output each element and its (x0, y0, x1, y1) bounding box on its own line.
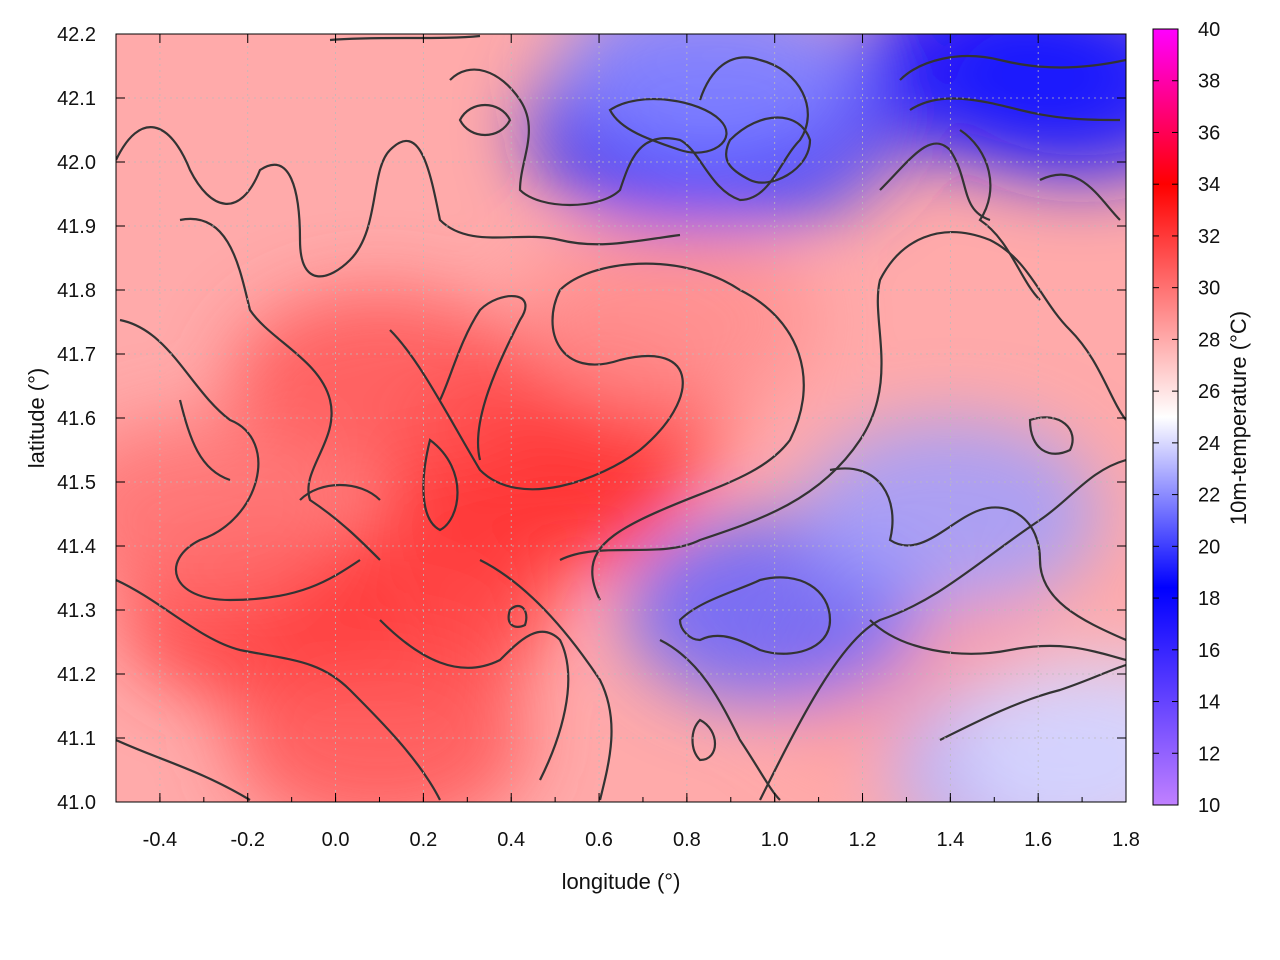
contour-line (507, 604, 528, 628)
colorbar-tick-label: 16 (1198, 640, 1220, 662)
y-tick-label: 42.2 (57, 24, 96, 46)
x-tick-label: -0.4 (143, 829, 177, 851)
contour-line (422, 438, 459, 532)
x-axis: -0.4 -0.2 0.0 0.2 0.4 0.6 0.8 1.0 1.2 1.4 1.6 1.8 (115, 34, 1140, 851)
y-tick-label: 41.8 (57, 280, 96, 302)
colorbar-tick-label: 34 (1198, 174, 1220, 196)
contour-line (439, 294, 527, 461)
contour-line (678, 576, 832, 655)
colorbar-tick-label: 36 (1198, 122, 1220, 144)
y-tick-label: 41.4 (57, 536, 96, 558)
contour-line (939, 663, 1126, 741)
contour-lines (116, 34, 1126, 801)
y-tick-label: 41.0 (57, 792, 96, 814)
colorbar-tick-label: 38 (1198, 71, 1220, 93)
y-tick-label: 41.7 (57, 344, 96, 366)
colorbar-tick-label: 32 (1198, 226, 1220, 248)
contour-line (829, 467, 1126, 642)
contour-line (116, 126, 681, 278)
y-axis: 41.0 41.1 41.2 41.3 41.4 41.5 41.6 41.7 41.8 41.9… (57, 24, 1126, 814)
contour-line (759, 458, 1126, 801)
colorbar-tick-label: 18 (1198, 588, 1220, 610)
heat-cell (116, 419, 354, 609)
heatmap (116, 34, 1126, 802)
colorbar-title: 10m-temperature (°C) (1226, 311, 1251, 525)
heat-cell (932, 34, 1126, 181)
heat-cell (229, 643, 530, 802)
colorbar-tick-label: 24 (1198, 433, 1220, 455)
contour-line (116, 578, 441, 801)
x-tick-label: 1.4 (936, 829, 964, 851)
y-tick-label: 41.3 (57, 600, 96, 622)
x-tick-label: 0.0 (322, 829, 350, 851)
x-tick-label: 0.6 (585, 829, 613, 851)
x-tick-label: 0.4 (497, 829, 525, 851)
contour-line (299, 483, 381, 501)
y-tick-label: 42.1 (57, 88, 96, 110)
contour-line (179, 217, 381, 561)
y-axis-title: latitude (°) (24, 368, 49, 469)
heat-cell (514, 227, 815, 417)
contour-line (869, 619, 1126, 662)
colorbar-tick-label: 28 (1198, 329, 1220, 351)
contour-line (119, 318, 361, 602)
x-tick-label: 0.8 (673, 829, 701, 851)
x-tick-label: 0.2 (409, 829, 437, 851)
heat-cell (954, 655, 1126, 802)
contour-line (724, 116, 812, 184)
contour-line (659, 639, 781, 801)
contour-line (559, 231, 1126, 561)
y-tick-label: 41.5 (57, 472, 96, 494)
contour-line (329, 34, 481, 42)
x-tick-label: 1.8 (1112, 829, 1140, 851)
colorbar (1152, 28, 1179, 806)
heat-cell (229, 291, 530, 481)
y-tick-label: 41.9 (57, 216, 96, 238)
colorbar-tick-label: 12 (1198, 743, 1220, 765)
x-axis-title: longitude (°) (562, 869, 681, 894)
x-tick-label: 1.0 (761, 829, 789, 851)
colorbar-tick-label: 26 (1198, 381, 1220, 403)
y-tick-label: 41.2 (57, 664, 96, 686)
colorbar-tick-label: 30 (1198, 278, 1220, 300)
contour-line (116, 738, 251, 801)
contour-line (608, 98, 728, 154)
x-tick-label: 1.2 (849, 829, 877, 851)
y-tick-label: 41.6 (57, 408, 96, 430)
contour-line (458, 104, 512, 136)
contour-line (379, 619, 570, 781)
colorbar-tick-label: 40 (1198, 19, 1220, 41)
contour-line (899, 54, 1126, 81)
colorbar-axis: 10 12 14 16 18 20 22 24 26 28 30 32 34 36 38 40 (1153, 19, 1220, 817)
x-tick-label: 1.6 (1024, 829, 1052, 851)
contour-line (959, 129, 1041, 301)
x-tick-label: -0.2 (231, 829, 265, 851)
colorbar-tick-label: 20 (1198, 536, 1220, 558)
y-tick-label: 41.1 (57, 728, 96, 750)
contour-line (691, 718, 716, 762)
contour-line (479, 559, 613, 801)
contour-line (449, 56, 809, 206)
contour-line (909, 97, 1121, 122)
colorbar-tick-label: 14 (1198, 692, 1220, 714)
y-tick-label: 42.0 (57, 152, 96, 174)
heat-cell (558, 34, 859, 161)
colorbar-tick-label: 22 (1198, 485, 1220, 507)
contour-line (1039, 173, 1121, 221)
contour-line (178, 399, 231, 482)
colorbar-tick-label: 10 (1198, 795, 1220, 817)
